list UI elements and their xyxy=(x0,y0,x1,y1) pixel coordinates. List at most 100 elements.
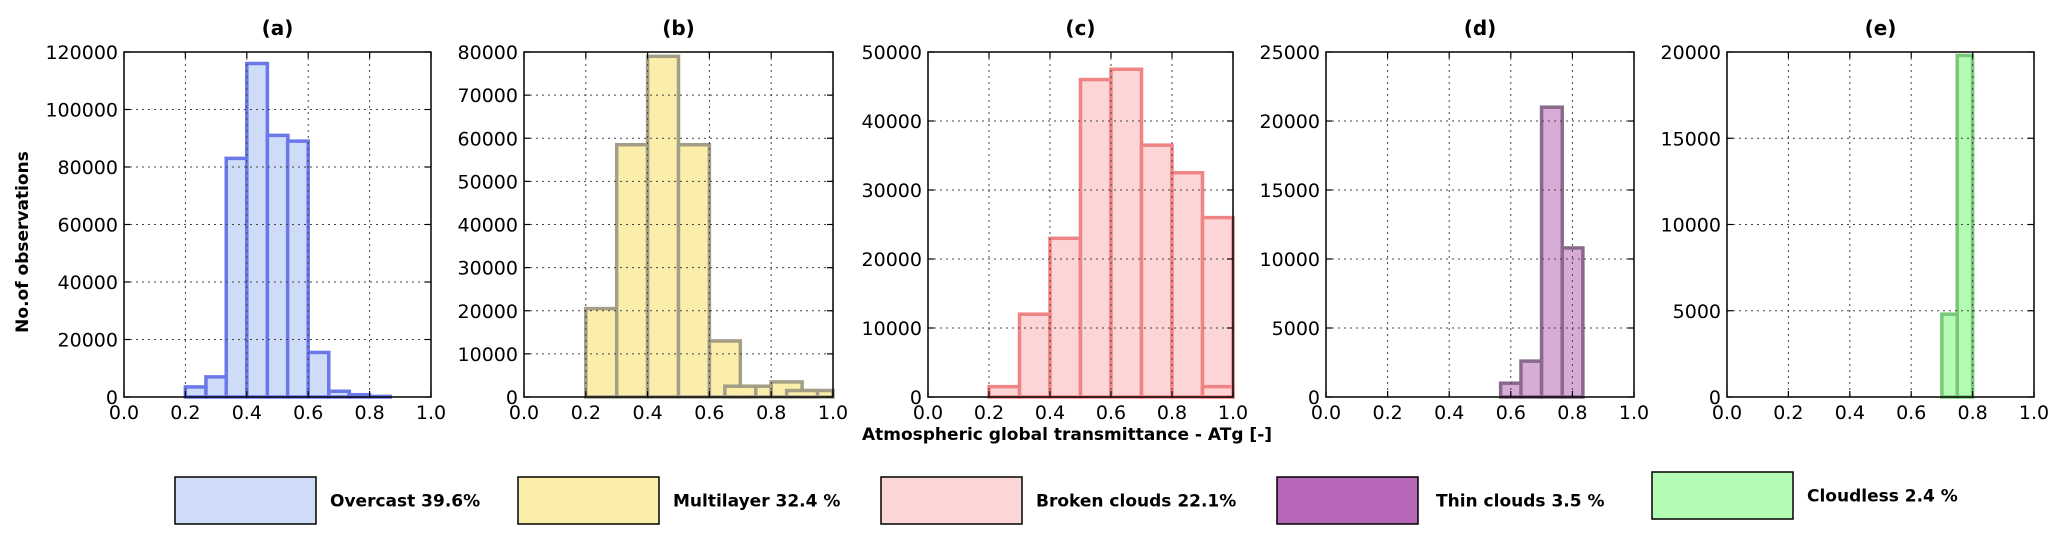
y-tick-label: 10000 xyxy=(862,318,922,340)
x-tick-label: 0.0 xyxy=(1311,402,1341,424)
x-tick-label: 0.0 xyxy=(1712,402,1742,424)
x-tick-label: 0.0 xyxy=(913,402,943,424)
y-tick-label: 100000 xyxy=(45,100,118,122)
histogram-bar xyxy=(1519,359,1544,399)
histogram-bar xyxy=(1048,236,1083,399)
panel-title: (c) xyxy=(1065,16,1095,40)
y-tick-label: 10000 xyxy=(458,344,518,366)
histogram-bar xyxy=(245,61,270,399)
y-tick-label: 20000 xyxy=(58,330,118,352)
legend-label: Broken clouds 22.1% xyxy=(1036,492,1236,512)
legend-item: Broken clouds 22.1% xyxy=(880,476,1236,525)
panel-e: 0.0 0.2 0.4 0.6 0.8 1.0 0 5000 10000 15000 20000 (e… xyxy=(1661,16,2050,424)
y-tick-label: 40000 xyxy=(458,215,518,237)
legend-label: Overcast 39.6% xyxy=(330,492,480,512)
x-tick-label: 0.6 xyxy=(293,402,323,424)
y-tick-label: 30000 xyxy=(458,258,518,280)
x-tick-label: 0.6 xyxy=(1496,402,1526,424)
x-tick-label: 0.6 xyxy=(1096,402,1126,424)
histogram-bar xyxy=(1940,312,1960,399)
panel-title: (a) xyxy=(262,16,294,40)
y-tick-label: 15000 xyxy=(1661,128,1721,150)
histogram-bar xyxy=(204,375,229,399)
histogram-bar xyxy=(224,156,249,399)
axes-frame xyxy=(1726,51,2035,398)
y-tick-label: 30000 xyxy=(862,180,922,202)
x-tick-label: 0.8 xyxy=(1957,402,1987,424)
x-tick-label: 0.8 xyxy=(1157,402,1187,424)
panels: 0.0 0.2 0.4 0.6 0.8 1.0 0 20000 40000 60000 80000 1… xyxy=(45,16,2049,424)
histogram-bar xyxy=(1017,312,1052,399)
y-tick-label: 10000 xyxy=(1260,249,1320,271)
legend-item: Multilayer 32.4 % xyxy=(517,476,840,525)
y-tick-label: 0 xyxy=(910,387,922,409)
panel-d: 0.0 0.2 0.4 0.6 0.8 1.0 0 5000 10000 15000 20000 25… xyxy=(1260,16,1650,424)
y-tick-label: 20000 xyxy=(862,249,922,271)
y-tick-label: 40000 xyxy=(58,272,118,294)
y-tick-label: 0 xyxy=(1709,387,1721,409)
y-tick-label: 70000 xyxy=(458,85,518,107)
histogram-bar xyxy=(614,142,650,399)
histogram-bar xyxy=(1139,143,1174,399)
y-tick-label: 5000 xyxy=(1673,301,1721,323)
x-tick-label: 0.2 xyxy=(1372,402,1402,424)
x-tick-label: 1.0 xyxy=(818,402,848,424)
x-tick-label: 0.0 xyxy=(109,402,139,424)
legend-label: Thin clouds 3.5 % xyxy=(1436,492,1605,512)
x-tick-label: 1.0 xyxy=(416,402,446,424)
y-axis-label: No.of observations xyxy=(13,151,33,333)
histogram-bar xyxy=(1955,53,1975,399)
x-tick-label: 1.0 xyxy=(2019,402,2049,424)
histogram-bar xyxy=(723,384,758,399)
legend-swatch xyxy=(880,476,1023,525)
histogram-bar xyxy=(987,384,1022,399)
histogram-bar xyxy=(784,388,820,399)
legend-swatch xyxy=(1651,471,1794,520)
y-tick-label: 50000 xyxy=(862,42,922,64)
y-tick-label: 20000 xyxy=(458,301,518,323)
histogram-bar xyxy=(1170,171,1205,399)
histogram-bar xyxy=(1200,215,1235,399)
x-tick-label: 1.0 xyxy=(1619,402,1649,424)
y-tick-label: 80000 xyxy=(58,157,118,179)
x-tick-label: 0.2 xyxy=(974,402,1004,424)
histogram-bar xyxy=(1539,105,1564,399)
x-tick-label: 0.2 xyxy=(571,402,601,424)
y-tick-label: 0 xyxy=(106,387,118,409)
histogram-bar xyxy=(1078,77,1113,399)
histogram-bar xyxy=(1109,67,1144,399)
y-tick-label: 80000 xyxy=(458,42,518,64)
y-tick-label: 20000 xyxy=(1260,111,1320,133)
x-tick-label: 0.4 xyxy=(632,402,662,424)
x-axis-label: Atmospheric global transmittance - ATg [… xyxy=(862,425,1272,445)
y-tick-label: 60000 xyxy=(58,215,118,237)
histogram-bar xyxy=(285,139,310,399)
histogram-bar xyxy=(183,385,208,399)
x-tick-label: 0.6 xyxy=(1896,402,1926,424)
x-tick-label: 0.4 xyxy=(1835,402,1865,424)
histogram-bar xyxy=(306,350,331,399)
panel-a: 0.0 0.2 0.4 0.6 0.8 1.0 0 20000 40000 60000 80000 1… xyxy=(45,16,446,424)
histogram-bar xyxy=(584,306,619,399)
panel-title: (d) xyxy=(1464,16,1497,40)
legend-swatch xyxy=(1276,476,1419,525)
x-tick-label: 0.0 xyxy=(509,402,539,424)
y-tick-label: 25000 xyxy=(1260,42,1320,64)
x-tick-label: 0.4 xyxy=(1434,402,1464,424)
panel-c: 0.0 0.2 0.4 0.6 0.8 1.0 0 10000 20000 30000 40000 5… xyxy=(862,16,1249,424)
histogram-bar xyxy=(327,389,352,399)
histogram-bar xyxy=(645,54,681,399)
panel-title: (b) xyxy=(662,16,695,40)
y-tick-label: 0 xyxy=(1308,387,1320,409)
x-tick-label: 0.2 xyxy=(1773,402,1803,424)
y-tick-label: 0 xyxy=(506,387,518,409)
panel-title: (e) xyxy=(1865,16,1897,40)
x-tick-label: 0.8 xyxy=(756,402,786,424)
x-tick-label: 0.4 xyxy=(1035,402,1065,424)
axes-frame xyxy=(1325,51,1635,398)
legend-item: Thin clouds 3.5 % xyxy=(1276,476,1605,525)
y-tick-label: 120000 xyxy=(45,42,118,64)
y-tick-label: 15000 xyxy=(1260,180,1320,202)
panel-b: 0.0 0.2 0.4 0.6 0.8 1.0 0 10000 20000 30000 40000 5… xyxy=(458,16,849,424)
